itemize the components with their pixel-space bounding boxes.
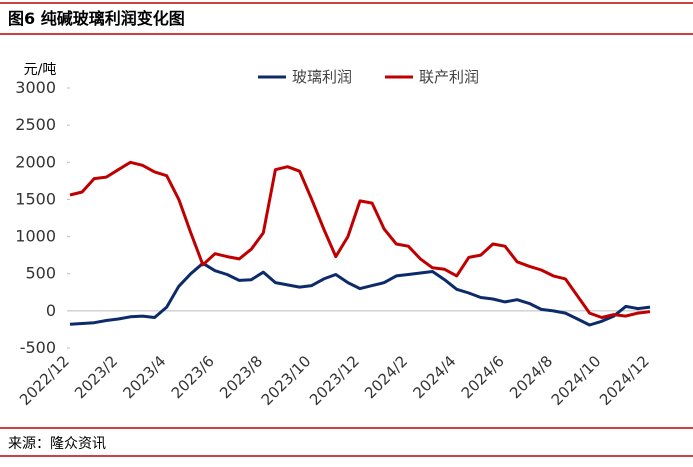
title: 图6 纯碱玻璃利润变化图 xyxy=(8,9,185,28)
y-tick-label: -500 xyxy=(20,338,56,357)
x-tick-label: 2023/2 xyxy=(71,352,121,402)
y-tick-label: 0 xyxy=(46,301,56,320)
y-tick-label: 1500 xyxy=(15,189,56,208)
y-tick-label: 2500 xyxy=(15,115,56,134)
x-tick-label: 2022/12 xyxy=(16,352,73,409)
x-tick-label: 2023/12 xyxy=(306,352,363,409)
y-tick-label: 500 xyxy=(25,264,56,283)
legend-label: 玻璃利润 xyxy=(292,68,352,86)
source: 来源：隆众资讯 xyxy=(8,436,106,452)
legend-label: 联产利润 xyxy=(419,68,479,86)
series-line xyxy=(69,261,651,327)
x-tick-label: 2024/2 xyxy=(361,352,411,402)
series-line xyxy=(69,160,651,319)
x-tick-label: 2024/4 xyxy=(409,352,459,402)
y-tick-label: 3000 xyxy=(15,78,56,97)
x-tick-label: 2023/4 xyxy=(119,352,169,402)
x-tick-label: 2024/10 xyxy=(548,352,605,409)
y-tick-label: 2000 xyxy=(15,152,56,171)
y-tick-label: 1000 xyxy=(15,227,56,246)
plot: -5000500100015002000250030002022/122023/… xyxy=(15,68,653,409)
x-tick-label: 2024/6 xyxy=(458,352,508,402)
x-tick-label: 2024/12 xyxy=(596,352,653,409)
x-tick-label: 2023/10 xyxy=(258,352,315,409)
x-tick-label: 2023/6 xyxy=(168,352,218,402)
y-unit: 元/吨 xyxy=(24,62,57,78)
